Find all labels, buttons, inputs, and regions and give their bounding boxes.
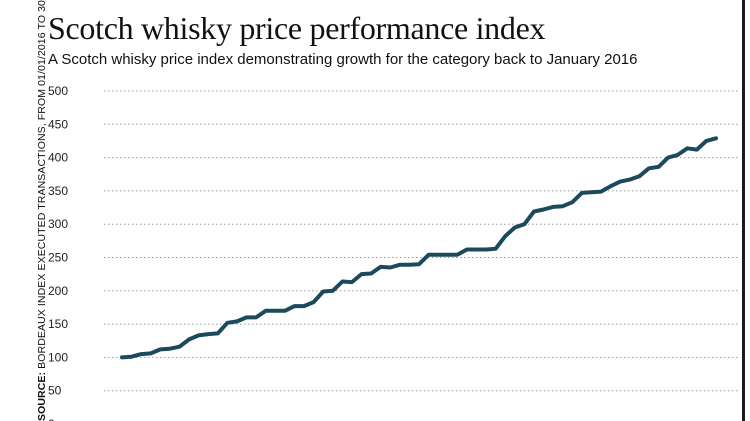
- y-tick-label: 250: [48, 251, 68, 265]
- right-border: [742, 0, 745, 421]
- y-tick-label: 150: [48, 317, 68, 331]
- index-line: [120, 136, 718, 360]
- chart-subtitle: A Scotch whisky price index demonstratin…: [48, 51, 638, 68]
- y-tick-label: 400: [48, 151, 68, 165]
- y-tick-label: 300: [48, 217, 68, 231]
- grid-lines: [104, 90, 740, 392]
- y-axis-ticks: 0 50 100 150 200 250 300 350 400 450 500: [48, 84, 68, 421]
- y-tick-label: 0: [48, 417, 55, 421]
- y-tick-label: 500: [48, 84, 68, 98]
- y-tick-label: 450: [48, 117, 68, 131]
- series-layer: [120, 136, 718, 360]
- y-tick-label: 100: [48, 350, 68, 364]
- y-tick-label: 50: [48, 384, 62, 398]
- y-tick-label: 200: [48, 284, 68, 298]
- y-tick-label: 350: [48, 184, 68, 198]
- chart-title: Scotch whisky price performance index: [48, 10, 546, 46]
